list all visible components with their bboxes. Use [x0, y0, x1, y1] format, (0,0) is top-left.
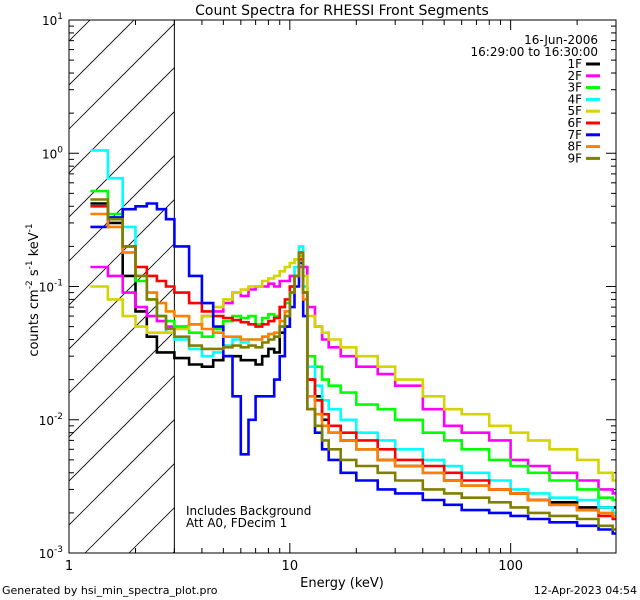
series-3f	[90, 189, 616, 502]
legend-label-8f: 8F	[567, 140, 582, 154]
legend-label-9f: 9F	[567, 151, 582, 165]
x-tick-label: 10	[282, 559, 299, 574]
x-tick-label: 100	[498, 559, 523, 574]
legend-label-2f: 2F	[567, 69, 582, 83]
y-tick-label: 100	[42, 145, 63, 161]
y-axis-label-exp1: -2	[25, 280, 35, 289]
legend-label-3f: 3F	[567, 81, 582, 95]
series-7f	[90, 202, 616, 535]
series-5f	[90, 258, 616, 482]
series-layer	[90, 149, 616, 535]
hatch-line	[69, 331, 175, 438]
chart-title: Count Spectra for RHESSI Front Segments	[195, 3, 489, 19]
series-6f	[90, 205, 616, 521]
y-axis-label-part2: s	[27, 269, 42, 280]
x-tick-label: 1	[65, 559, 73, 574]
hatch-line	[69, 111, 175, 218]
legend-label-6f: 6F	[567, 116, 582, 130]
y-axis-label-exp3: -1	[25, 223, 35, 232]
y-axis-label: counts cm-2 s-1 keV-1	[25, 223, 42, 356]
hatch-line	[261, 0, 640, 553]
legend-label-7f: 7F	[567, 128, 582, 142]
series-9f	[90, 198, 616, 531]
x-tick-labels: 1 10 100	[65, 559, 523, 574]
hatch-line	[69, 419, 175, 526]
hatch-line	[128, 507, 175, 553]
legend-label-4f: 4F	[567, 92, 582, 106]
hatch-line	[69, 375, 175, 482]
date-label: 16-Jun-2006	[524, 33, 598, 47]
y-axis-label-part3: keV	[27, 232, 42, 260]
attenuator-hatched-region	[69, 0, 640, 553]
hatch-line	[69, 243, 175, 350]
footer-timestamp: 12-Apr-2023 04:54	[534, 584, 637, 597]
y-tick-labels: 10-3 10-2 10-1 100 101	[39, 12, 64, 561]
attenuator-annotation: Att A0, FDecim 1	[186, 516, 287, 530]
y-tick-label: 101	[42, 12, 63, 28]
x-axis-label: Energy (keV)	[300, 576, 384, 591]
legend-label-5f: 5F	[567, 104, 582, 118]
y-axis-label-exp2: -1	[25, 260, 35, 269]
hatch-line	[69, 199, 175, 306]
y-tick-label: 10-1	[39, 279, 63, 295]
footer-generator: Generated by hsi_min_spectra_plot.pro	[2, 584, 218, 597]
hatch-line	[84, 463, 175, 553]
plot-frame	[68, 19, 617, 554]
hatch-line	[69, 155, 175, 262]
background-annotation: Includes Background	[186, 504, 311, 518]
legend-label-1f: 1F	[567, 57, 582, 71]
time-range-label: 16:29:00 to 16:30:00	[471, 45, 598, 59]
y-tick-label: 10-3	[39, 545, 63, 561]
y-tick-label: 10-2	[39, 412, 63, 428]
axis-ticks	[68, 20, 617, 554]
y-axis-label-part1: counts cm	[27, 289, 42, 356]
